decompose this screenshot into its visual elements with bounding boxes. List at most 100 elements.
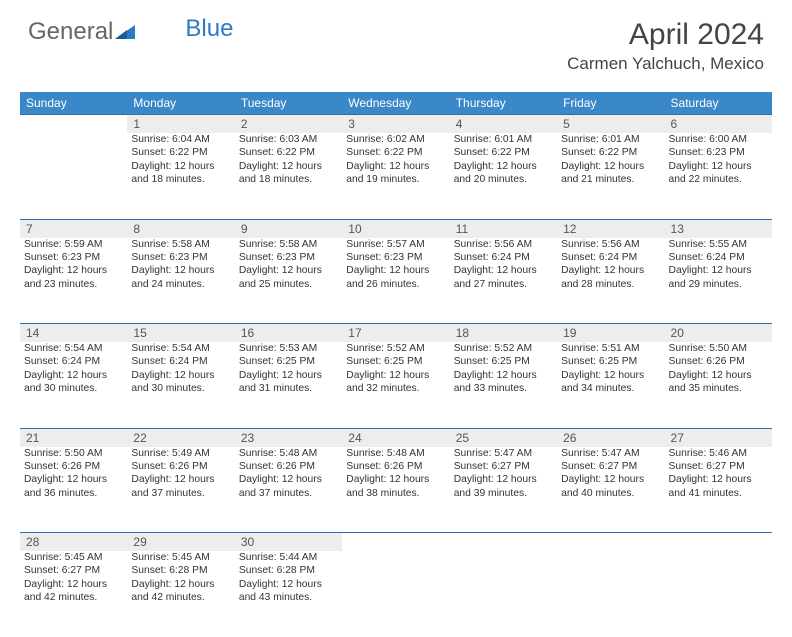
day-cell: Sunrise: 5:50 AMSunset: 6:26 PMDaylight:…	[665, 342, 772, 428]
day-number: 17	[342, 324, 449, 343]
day-cell: Sunrise: 5:55 AMSunset: 6:24 PMDaylight:…	[665, 238, 772, 324]
weekday-header: Friday	[557, 92, 664, 115]
day-number: 21	[20, 428, 127, 447]
day-content: Sunrise: 5:47 AMSunset: 6:27 PMDaylight:…	[561, 447, 660, 501]
day-number: 20	[665, 324, 772, 343]
day-number: 19	[557, 324, 664, 343]
daynum-row: 282930	[20, 533, 772, 552]
day-cell: Sunrise: 5:56 AMSunset: 6:24 PMDaylight:…	[450, 238, 557, 324]
day-number: 28	[20, 533, 127, 552]
logo: General Blue	[28, 18, 233, 46]
day-cell: Sunrise: 5:56 AMSunset: 6:24 PMDaylight:…	[557, 238, 664, 324]
content-row: Sunrise: 5:50 AMSunset: 6:26 PMDaylight:…	[20, 447, 772, 533]
day-number: 2	[235, 115, 342, 134]
day-number: 4	[450, 115, 557, 134]
content-row: Sunrise: 5:59 AMSunset: 6:23 PMDaylight:…	[20, 238, 772, 324]
day-content: Sunrise: 5:48 AMSunset: 6:26 PMDaylight:…	[239, 447, 338, 501]
day-cell: Sunrise: 5:47 AMSunset: 6:27 PMDaylight:…	[557, 447, 664, 533]
day-cell: Sunrise: 5:49 AMSunset: 6:26 PMDaylight:…	[127, 447, 234, 533]
logo-text-blue: Blue	[185, 15, 233, 43]
day-content: Sunrise: 5:55 AMSunset: 6:24 PMDaylight:…	[669, 238, 768, 292]
title-block: April 2024 Carmen Yalchuch, Mexico	[567, 18, 764, 74]
day-cell	[450, 551, 557, 637]
content-row: Sunrise: 5:45 AMSunset: 6:27 PMDaylight:…	[20, 551, 772, 637]
day-cell: Sunrise: 5:58 AMSunset: 6:23 PMDaylight:…	[235, 238, 342, 324]
day-content: Sunrise: 6:00 AMSunset: 6:23 PMDaylight:…	[669, 133, 768, 187]
day-content: Sunrise: 5:58 AMSunset: 6:23 PMDaylight:…	[239, 238, 338, 292]
day-number: 10	[342, 219, 449, 238]
day-content: Sunrise: 6:01 AMSunset: 6:22 PMDaylight:…	[561, 133, 660, 187]
day-content: Sunrise: 5:46 AMSunset: 6:27 PMDaylight:…	[669, 447, 768, 501]
day-number: 25	[450, 428, 557, 447]
day-content: Sunrise: 5:51 AMSunset: 6:25 PMDaylight:…	[561, 342, 660, 396]
day-content: Sunrise: 5:54 AMSunset: 6:24 PMDaylight:…	[131, 342, 230, 396]
day-number: 30	[235, 533, 342, 552]
day-number: 9	[235, 219, 342, 238]
daynum-row: 14151617181920	[20, 324, 772, 343]
day-cell: Sunrise: 6:04 AMSunset: 6:22 PMDaylight:…	[127, 133, 234, 219]
day-cell: Sunrise: 5:59 AMSunset: 6:23 PMDaylight:…	[20, 238, 127, 324]
day-content: Sunrise: 5:49 AMSunset: 6:26 PMDaylight:…	[131, 447, 230, 501]
day-content: Sunrise: 5:44 AMSunset: 6:28 PMDaylight:…	[239, 551, 338, 605]
day-cell: Sunrise: 5:54 AMSunset: 6:24 PMDaylight:…	[20, 342, 127, 428]
weekday-header: Wednesday	[342, 92, 449, 115]
day-cell	[557, 551, 664, 637]
day-number	[342, 533, 449, 552]
day-content: Sunrise: 6:02 AMSunset: 6:22 PMDaylight:…	[346, 133, 445, 187]
day-number: 13	[665, 219, 772, 238]
page-header: General Blue April 2024 Carmen Yalchuch,…	[0, 0, 792, 82]
day-number	[20, 115, 127, 134]
day-number: 12	[557, 219, 664, 238]
day-number: 7	[20, 219, 127, 238]
day-number	[665, 533, 772, 552]
day-content: Sunrise: 5:45 AMSunset: 6:27 PMDaylight:…	[24, 551, 123, 605]
daynum-row: 123456	[20, 115, 772, 134]
calendar-head: SundayMondayTuesdayWednesdayThursdayFrid…	[20, 92, 772, 115]
day-cell: Sunrise: 5:47 AMSunset: 6:27 PMDaylight:…	[450, 447, 557, 533]
page-title: April 2024	[567, 18, 764, 52]
logo-text-general: General	[28, 18, 113, 46]
day-number: 8	[127, 219, 234, 238]
day-number: 11	[450, 219, 557, 238]
day-content: Sunrise: 5:48 AMSunset: 6:26 PMDaylight:…	[346, 447, 445, 501]
day-number: 16	[235, 324, 342, 343]
day-content: Sunrise: 5:56 AMSunset: 6:24 PMDaylight:…	[454, 238, 553, 292]
weekday-header: Saturday	[665, 92, 772, 115]
day-content: Sunrise: 5:45 AMSunset: 6:28 PMDaylight:…	[131, 551, 230, 605]
day-content: Sunrise: 5:47 AMSunset: 6:27 PMDaylight:…	[454, 447, 553, 501]
weekday-header: Sunday	[20, 92, 127, 115]
day-number: 23	[235, 428, 342, 447]
daynum-row: 78910111213	[20, 219, 772, 238]
day-cell: Sunrise: 5:51 AMSunset: 6:25 PMDaylight:…	[557, 342, 664, 428]
day-number: 15	[127, 324, 234, 343]
day-number: 14	[20, 324, 127, 343]
day-number	[450, 533, 557, 552]
day-content: Sunrise: 5:53 AMSunset: 6:25 PMDaylight:…	[239, 342, 338, 396]
day-cell	[342, 551, 449, 637]
weekday-header: Monday	[127, 92, 234, 115]
day-cell: Sunrise: 5:52 AMSunset: 6:25 PMDaylight:…	[450, 342, 557, 428]
day-cell	[20, 133, 127, 219]
logo-triangle-icon	[115, 23, 137, 41]
day-cell: Sunrise: 5:57 AMSunset: 6:23 PMDaylight:…	[342, 238, 449, 324]
day-cell: Sunrise: 5:48 AMSunset: 6:26 PMDaylight:…	[235, 447, 342, 533]
day-number: 26	[557, 428, 664, 447]
day-number: 1	[127, 115, 234, 134]
day-number: 3	[342, 115, 449, 134]
day-cell: Sunrise: 5:50 AMSunset: 6:26 PMDaylight:…	[20, 447, 127, 533]
day-cell: Sunrise: 5:52 AMSunset: 6:25 PMDaylight:…	[342, 342, 449, 428]
day-cell: Sunrise: 6:00 AMSunset: 6:23 PMDaylight:…	[665, 133, 772, 219]
daynum-row: 21222324252627	[20, 428, 772, 447]
day-cell: Sunrise: 5:44 AMSunset: 6:28 PMDaylight:…	[235, 551, 342, 637]
day-cell: Sunrise: 5:53 AMSunset: 6:25 PMDaylight:…	[235, 342, 342, 428]
day-cell: Sunrise: 6:01 AMSunset: 6:22 PMDaylight:…	[450, 133, 557, 219]
day-content: Sunrise: 5:59 AMSunset: 6:23 PMDaylight:…	[24, 238, 123, 292]
day-cell: Sunrise: 5:58 AMSunset: 6:23 PMDaylight:…	[127, 238, 234, 324]
calendar-body: 123456Sunrise: 6:04 AMSunset: 6:22 PMDay…	[20, 115, 772, 637]
calendar-table: SundayMondayTuesdayWednesdayThursdayFrid…	[20, 92, 772, 637]
day-content: Sunrise: 5:52 AMSunset: 6:25 PMDaylight:…	[346, 342, 445, 396]
day-cell: Sunrise: 5:45 AMSunset: 6:28 PMDaylight:…	[127, 551, 234, 637]
day-content: Sunrise: 6:01 AMSunset: 6:22 PMDaylight:…	[454, 133, 553, 187]
day-number: 24	[342, 428, 449, 447]
day-content: Sunrise: 6:03 AMSunset: 6:22 PMDaylight:…	[239, 133, 338, 187]
